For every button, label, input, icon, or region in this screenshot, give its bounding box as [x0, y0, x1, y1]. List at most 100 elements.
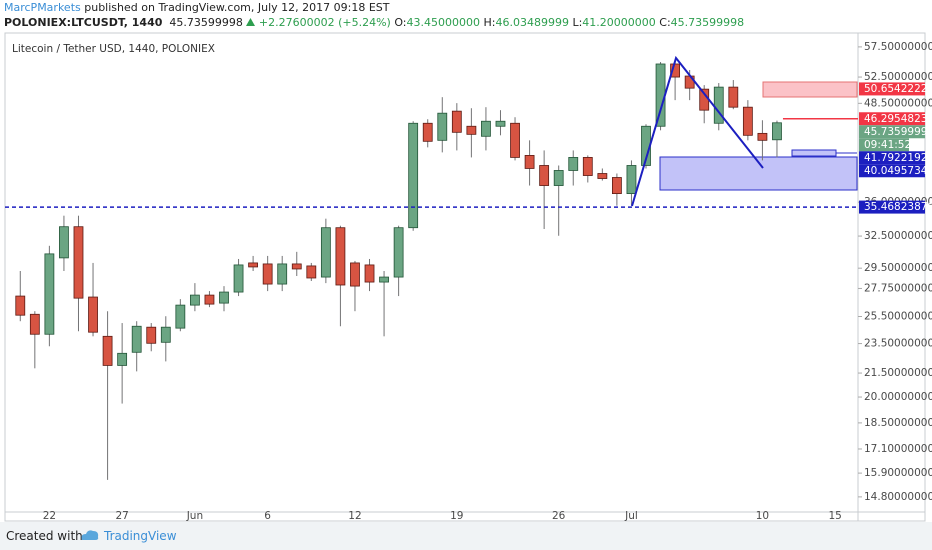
footer: Created with TradingView: [0, 522, 932, 550]
x-tick-label: Jun: [186, 510, 203, 522]
candle-body: [568, 157, 579, 171]
candle-body: [437, 112, 448, 141]
candle-body: [539, 165, 550, 186]
last-price: 45.73599998: [169, 16, 243, 29]
chart: Litecoin / Tether USD, 1440, POLONIEX 57…: [4, 32, 932, 522]
trend-line: [631, 55, 764, 207]
candle-body: [742, 106, 753, 136]
candle-body: [495, 120, 506, 127]
candle-body: [408, 122, 419, 229]
header: MarcPMarkets published on TradingView.co…: [4, 0, 928, 30]
x-tick-label: Jul: [624, 510, 638, 522]
y-tick-label: 48.50000000: [864, 97, 932, 109]
author: MarcPMarkets: [4, 1, 81, 14]
price-label: 41.79221923: [864, 152, 932, 164]
symbol: POLONIEX:LTCUSDT, 1440: [4, 16, 163, 29]
countdown-box: [859, 138, 909, 152]
x-tick-label: 12: [348, 510, 361, 522]
countdown: 09:41:52: [864, 139, 911, 151]
price-label-box: [859, 164, 925, 178]
candle-body: [204, 294, 215, 305]
candle-body: [466, 125, 477, 135]
x-tick-label: 22: [43, 510, 56, 522]
y-tick-label: 14.80000000: [864, 491, 932, 503]
x-tick-label: 15: [828, 510, 841, 522]
candle-body: [582, 157, 593, 176]
candle-body: [88, 296, 98, 333]
candle-body: [160, 326, 171, 343]
x-tick-label: 27: [115, 510, 128, 522]
candle-body: [146, 326, 157, 344]
price-label: 35.46823876: [864, 201, 932, 213]
candle-body: [15, 295, 26, 316]
candle-body: [219, 291, 229, 304]
candle-body: [73, 226, 84, 299]
ohlc-value: 43.45000000: [406, 16, 480, 29]
up-arrow: [246, 18, 256, 26]
price-label: 50.65422221: [864, 83, 932, 95]
candle-body: [29, 313, 40, 335]
change: +2.27600002 (+5.24%): [258, 16, 391, 29]
price-label: 40.04957340: [864, 165, 932, 177]
candle-body: [393, 227, 404, 278]
price-label: 45.73599998: [864, 126, 932, 138]
candle-body: [481, 120, 491, 137]
candle-body: [59, 226, 69, 259]
candle-body: [262, 263, 273, 285]
candle-body: [320, 227, 331, 278]
y-tick-label: 27.75000000: [864, 282, 932, 294]
y-tick-label: 25.50000000: [864, 310, 932, 322]
candle-body: [175, 304, 186, 329]
y-tick-label: 15.90000000: [864, 467, 932, 479]
brand-logo: [81, 530, 99, 540]
candle-body: [553, 170, 564, 186]
candle-body: [451, 110, 462, 133]
price-label-box: [859, 151, 925, 165]
candle-body: [713, 86, 724, 124]
x-tick-label: 26: [552, 510, 566, 522]
ohlc-name: O:: [394, 16, 407, 29]
ohlc: O:43.45000000 H:46.03489999 L:41.2000000…: [394, 16, 744, 29]
ohlc-value: 45.73599998: [670, 16, 745, 29]
x-tick-label: 6: [264, 510, 271, 522]
y-tick-label: 57.50000000: [864, 41, 932, 53]
symbol-line: POLONIEX:LTCUSDT, 1440 45.73599998 +2.27…: [4, 15, 928, 30]
candle-body: [131, 325, 142, 353]
candle-body: [350, 262, 360, 287]
brand: TradingView: [104, 529, 177, 543]
ohlc-name: H:: [483, 16, 496, 29]
candle-body: [524, 155, 535, 169]
candle-body: [189, 294, 200, 306]
price-label-box: [859, 112, 925, 126]
candle-body: [306, 265, 317, 279]
x-tick-label: 19: [450, 510, 463, 522]
candle-body: [611, 177, 622, 195]
ohlc-value: 46.03489999: [495, 16, 569, 29]
candle-body: [291, 263, 302, 270]
ohlc-name: L:: [572, 16, 583, 29]
price-label-box: [859, 200, 925, 214]
candle-body: [44, 253, 55, 335]
candle-body: [248, 262, 259, 268]
price-label-box: [859, 125, 925, 139]
price-label: 46.29548239: [864, 113, 932, 125]
candle-body: [757, 132, 768, 141]
y-tick-label: 20.00000000: [864, 391, 932, 403]
price-label-box: [859, 82, 925, 96]
candle-body: [728, 86, 739, 108]
y-tick-label: 17.10000000: [864, 443, 932, 455]
candle-body: [597, 173, 608, 179]
x-tick-label: 10: [756, 510, 769, 522]
candle-body: [655, 63, 666, 127]
ohlc-value: 41.20000000: [582, 16, 656, 29]
published: published on TradingView.com, July 12, 2…: [84, 1, 390, 14]
candle-body: [422, 122, 433, 142]
candle-body: [117, 352, 128, 366]
ohlc-name: C:: [659, 16, 671, 29]
chart-frame: [4, 32, 926, 522]
y-tick-label: 29.50000000: [864, 262, 932, 274]
candle-body: [626, 165, 637, 195]
resistance-zone: [762, 81, 858, 98]
candle-body: [102, 335, 113, 366]
